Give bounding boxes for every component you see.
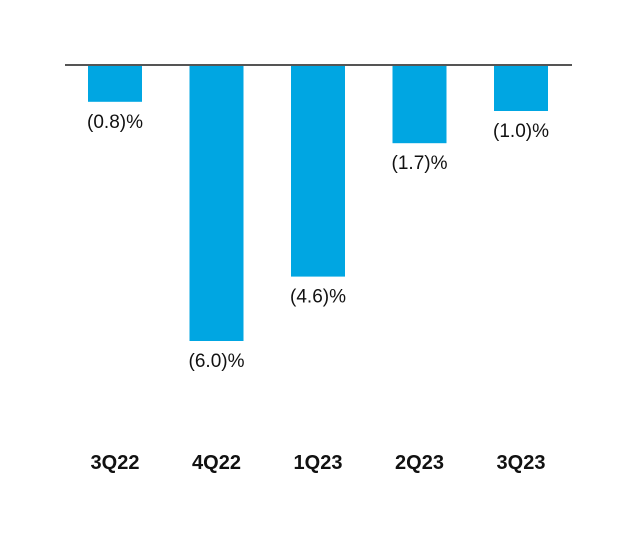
bars-group	[88, 65, 548, 341]
data-label-4q22: (6.0)%	[189, 351, 245, 372]
data-labels-group: (0.8)% (6.0)% (4.6)% (1.7)% (1.0)%	[87, 112, 549, 372]
bar-4q22	[189, 65, 244, 341]
category-label-4q22: 4Q22	[192, 452, 241, 474]
bar-2q23	[392, 65, 447, 144]
category-label-3q22: 3Q22	[91, 452, 140, 474]
bar-3q22	[88, 65, 142, 102]
data-label-1q23: (4.6)%	[290, 287, 346, 308]
bar-1q23	[291, 65, 345, 277]
category-label-2q23: 2Q23	[395, 452, 444, 474]
category-labels-group: 3Q22 4Q22 1Q23 2Q23 3Q23	[91, 452, 546, 474]
category-label-3q23: 3Q23	[497, 452, 546, 474]
data-label-2q23: (1.7)%	[392, 153, 448, 174]
data-label-3q22: (0.8)%	[87, 112, 143, 133]
bar-3q23	[494, 65, 548, 111]
data-label-3q23: (1.0)%	[493, 121, 549, 142]
category-label-1q23: 1Q23	[294, 452, 343, 474]
